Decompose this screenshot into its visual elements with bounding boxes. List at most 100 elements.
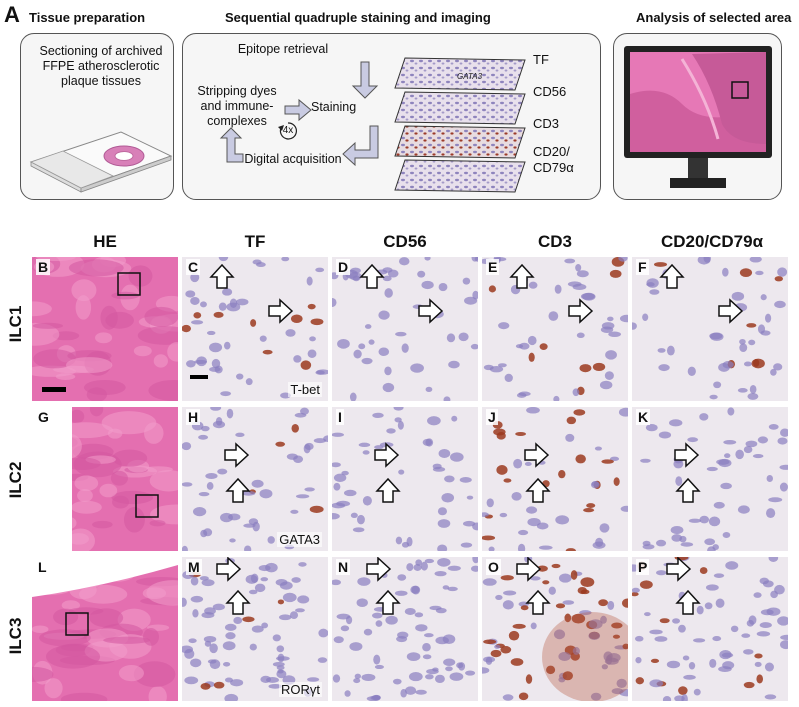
row-label-ilc2: ILC2 — [6, 461, 25, 499]
col-head-tf: TF — [244, 232, 266, 251]
tf-marker-label: RORγt — [279, 682, 322, 697]
panel-g: G — [32, 407, 178, 551]
scale-bar — [42, 387, 66, 392]
panel-letter: D — [336, 259, 351, 275]
panel-i-image — [332, 407, 478, 551]
up-arrow-icon — [675, 477, 701, 503]
tissue-prep-text: Sectioning of archived FFPE atherosclero… — [39, 44, 163, 88]
right-arrow-icon — [718, 298, 744, 324]
figure-letter-a: A — [4, 2, 20, 27]
cycle-arrow-icon — [278, 122, 297, 140]
right-arrow-icon — [666, 557, 692, 582]
panel-k: K — [632, 407, 788, 551]
up-arrow-icon — [525, 477, 551, 503]
row-label-ilc1: ILC1 — [6, 305, 25, 343]
panel-letter: P — [636, 559, 650, 575]
panel-j: J — [482, 407, 628, 551]
panel-o: O — [482, 557, 628, 701]
panel-e-image — [482, 257, 628, 401]
monitor-illustration — [624, 46, 772, 188]
right-arrow-icon — [524, 442, 550, 468]
step-epitope-retrieval: Epitope retrieval — [237, 42, 329, 56]
step-staining: Staining — [311, 100, 357, 114]
analysis-title: Analysis of selected area — [636, 10, 792, 25]
panel-f-image — [632, 257, 788, 401]
analysis-box — [613, 33, 782, 200]
panel-letter: L — [36, 559, 49, 575]
layer-label-cd56: CD56 — [533, 84, 567, 99]
panel-letter: O — [486, 559, 501, 575]
right-arrow-icon — [268, 298, 294, 324]
panel-k-image — [632, 407, 788, 551]
tissue-prep-box: Sectioning of archived FFPE atherosclero… — [20, 33, 174, 200]
panel-l: L — [32, 557, 178, 701]
scale-bar — [190, 375, 208, 379]
tf-marker-label: T-bet — [288, 382, 322, 397]
panel-letter: F — [636, 259, 649, 275]
up-arrow-icon — [659, 263, 685, 289]
panel-d: D — [332, 257, 478, 401]
cycle-count: 4x — [277, 120, 299, 142]
tf-marker-label: GATA3 — [277, 532, 322, 547]
up-arrow-icon — [525, 589, 551, 615]
process-arrows — [219, 61, 379, 167]
panel-p-image — [632, 557, 788, 701]
glass-slide-illustration — [29, 131, 173, 193]
up-arrow-icon — [675, 589, 701, 615]
right-arrow-icon — [374, 442, 400, 468]
panel-letter: I — [336, 409, 344, 425]
panel-letter: E — [486, 259, 500, 275]
panel-e: E — [482, 257, 628, 401]
micrograph-grid: B C T-bet D E F G H GATA3 I J K L M RORγt N O P — [32, 257, 792, 705]
panel-l-image — [32, 557, 178, 701]
panel-letter: H — [186, 409, 201, 425]
right-arrow-icon — [224, 442, 250, 468]
selected-area-box — [731, 81, 749, 99]
panel-letter: J — [486, 409, 498, 425]
col-head-he: HE — [93, 232, 117, 251]
right-arrow-icon — [418, 298, 444, 324]
panel-j-image — [482, 407, 628, 551]
selected-region-box — [65, 612, 89, 636]
step-stripping: Stripping dyes and immune-complexes — [197, 84, 277, 128]
panel-f: F — [632, 257, 788, 401]
right-arrow-icon — [216, 557, 242, 582]
panel-b: B — [32, 257, 178, 401]
up-arrow-icon — [359, 263, 385, 289]
staining-box: Epitope retrieval Staining Stripping dye… — [182, 33, 601, 200]
layer-label-tf: TF — [533, 52, 549, 67]
right-arrow-icon — [674, 442, 700, 468]
up-arrow-icon — [509, 263, 535, 289]
panel-m-image — [182, 557, 328, 701]
up-arrow-icon — [225, 589, 251, 615]
panel-b-image — [32, 257, 178, 401]
panel-h: H GATA3 — [182, 407, 328, 551]
tissue-prep-title: Tissue preparation — [29, 10, 146, 25]
panel-letter: M — [186, 559, 202, 575]
up-arrow-icon — [375, 477, 401, 503]
layer-label-cd20: CD20/ CD79α — [533, 144, 574, 175]
gata3-overlay-label: GATA3 — [457, 72, 483, 81]
col-head-cd56: CD56 — [383, 232, 427, 251]
up-arrow-icon — [209, 263, 235, 289]
col-head-cd20: CD20/CD79α — [660, 232, 764, 251]
panel-c: C T-bet — [182, 257, 328, 401]
panel-n-image — [332, 557, 478, 701]
panel-letter: K — [636, 409, 651, 425]
panel-i: I — [332, 407, 478, 551]
panel-m: M RORγt — [182, 557, 328, 701]
row-label-ilc3: ILC3 — [6, 617, 25, 655]
panel-letter: B — [36, 259, 51, 275]
panel-o-image — [482, 557, 628, 701]
up-arrow-icon — [225, 477, 251, 503]
step-acquisition: Digital acquisition — [244, 152, 342, 166]
staining-title: Sequential quadruple staining and imagin… — [225, 10, 491, 25]
panel-letter: C — [186, 259, 201, 275]
slide-stack: GATA3 — [394, 57, 526, 193]
selected-region-box — [135, 494, 159, 518]
layer-label-cd3: CD3 — [533, 116, 560, 131]
panel-g-image — [32, 407, 178, 551]
panel-letter: N — [336, 559, 351, 575]
panel-n: N — [332, 557, 478, 701]
right-arrow-icon — [516, 557, 542, 582]
